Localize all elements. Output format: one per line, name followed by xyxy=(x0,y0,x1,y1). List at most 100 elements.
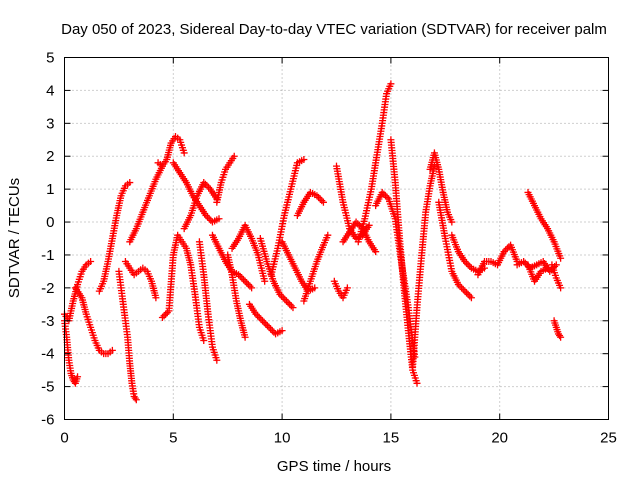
data-point-marker xyxy=(378,188,386,196)
data-point-marker xyxy=(268,327,276,335)
data-point-marker xyxy=(311,284,319,292)
y-tick-label: 2 xyxy=(46,148,54,165)
data-point-marker xyxy=(239,276,247,284)
x-axis-label: GPS time / hours xyxy=(277,458,391,475)
data-point-marker xyxy=(203,182,211,190)
data-point-marker xyxy=(289,304,297,312)
data-point-marker xyxy=(108,346,116,354)
data-point-marker xyxy=(278,327,286,335)
data-point-marker xyxy=(319,198,327,206)
data-point-marker xyxy=(126,179,134,187)
data-point-marker xyxy=(287,302,295,310)
data-point-marker xyxy=(464,261,472,269)
data-point-marker xyxy=(158,313,166,321)
data-point-marker xyxy=(262,320,270,328)
data-point-marker xyxy=(263,322,271,330)
data-point-marker xyxy=(454,281,462,289)
x-tick-label: 0 xyxy=(60,430,68,447)
data-point-marker xyxy=(205,215,213,223)
data-point-marker xyxy=(204,213,212,221)
data-point-marker xyxy=(355,221,363,229)
data-point-marker xyxy=(557,333,565,341)
data-point-marker xyxy=(557,254,565,262)
data-point-marker xyxy=(243,279,251,287)
data-point-marker xyxy=(265,323,273,331)
y-tick-label: -6 xyxy=(41,412,54,429)
data-point-marker xyxy=(343,284,351,292)
y-tick-label: -2 xyxy=(41,280,54,297)
x-tick-label: 15 xyxy=(383,430,400,447)
data-point-marker xyxy=(503,244,511,252)
plot-frame xyxy=(64,57,609,420)
data-point-marker xyxy=(238,274,246,282)
data-point-marker xyxy=(500,248,508,256)
data-point-marker xyxy=(246,282,254,290)
data-point-marker xyxy=(300,156,308,164)
data-point-marker xyxy=(279,294,287,302)
data-point-marker xyxy=(315,193,323,201)
data-points xyxy=(61,80,565,404)
data-point-marker xyxy=(365,221,373,229)
data-point-marker xyxy=(456,282,464,290)
y-tick-label: 3 xyxy=(46,115,54,132)
y-tick-label: 0 xyxy=(46,214,54,231)
data-point-marker xyxy=(461,287,469,295)
data-point-marker xyxy=(459,286,467,294)
x-tick-label: 10 xyxy=(274,430,291,447)
data-point-marker xyxy=(257,315,265,323)
data-point-marker xyxy=(244,281,252,289)
data-point-marker xyxy=(502,246,510,254)
x-tick-label: 5 xyxy=(169,430,177,447)
data-point-marker xyxy=(230,152,238,160)
data-point-marker xyxy=(463,259,471,267)
data-point-marker xyxy=(259,317,267,325)
data-point-marker xyxy=(324,231,332,239)
data-point-marker xyxy=(372,248,380,256)
y-tick-label: 5 xyxy=(46,50,54,67)
data-point-marker xyxy=(556,332,564,340)
data-point-marker xyxy=(467,294,475,302)
y-tick-label: -5 xyxy=(41,379,54,396)
data-point-marker xyxy=(260,318,268,326)
data-point-marker xyxy=(132,396,140,404)
data-point-marker xyxy=(267,325,275,333)
data-point-marker xyxy=(162,310,170,318)
chart-title: Day 050 of 2023, Sidereal Day-to-day VTE… xyxy=(61,21,607,38)
data-point-marker xyxy=(248,284,256,292)
y-tick-label: -4 xyxy=(41,346,54,363)
data-point-marker xyxy=(160,312,168,320)
data-point-marker xyxy=(383,193,391,201)
data-point-marker xyxy=(520,258,528,266)
data-point-marker xyxy=(180,149,188,157)
data-point-marker xyxy=(215,215,223,223)
data-point-marker xyxy=(236,272,244,280)
y-axis-label: SDTVAR / TECUs xyxy=(6,178,23,298)
data-point-marker xyxy=(252,310,260,318)
data-point-marker xyxy=(448,218,456,226)
data-point-marker xyxy=(557,284,565,292)
y-tick-label: 1 xyxy=(46,181,54,198)
data-point-marker xyxy=(74,373,82,381)
data-point-marker xyxy=(544,264,552,272)
data-point-marker xyxy=(282,297,290,305)
data-point-marker xyxy=(201,180,209,188)
data-point-marker xyxy=(286,300,294,308)
data-point-marker xyxy=(387,80,395,88)
data-point-marker xyxy=(430,162,438,170)
data-point-marker xyxy=(200,337,208,345)
data-point-marker xyxy=(87,258,95,266)
data-point-marker xyxy=(381,192,389,200)
data-point-marker xyxy=(152,294,160,302)
data-point-marker xyxy=(464,290,472,298)
data-point-marker xyxy=(255,313,263,321)
data-point-marker xyxy=(241,333,249,341)
data-point-marker xyxy=(241,277,249,285)
data-point-marker xyxy=(200,179,208,187)
data-point-marker xyxy=(254,312,262,320)
y-tick-label: -3 xyxy=(41,313,54,330)
data-point-marker xyxy=(276,290,284,298)
data-point-marker xyxy=(318,197,326,205)
x-tick-label: 20 xyxy=(491,430,508,447)
